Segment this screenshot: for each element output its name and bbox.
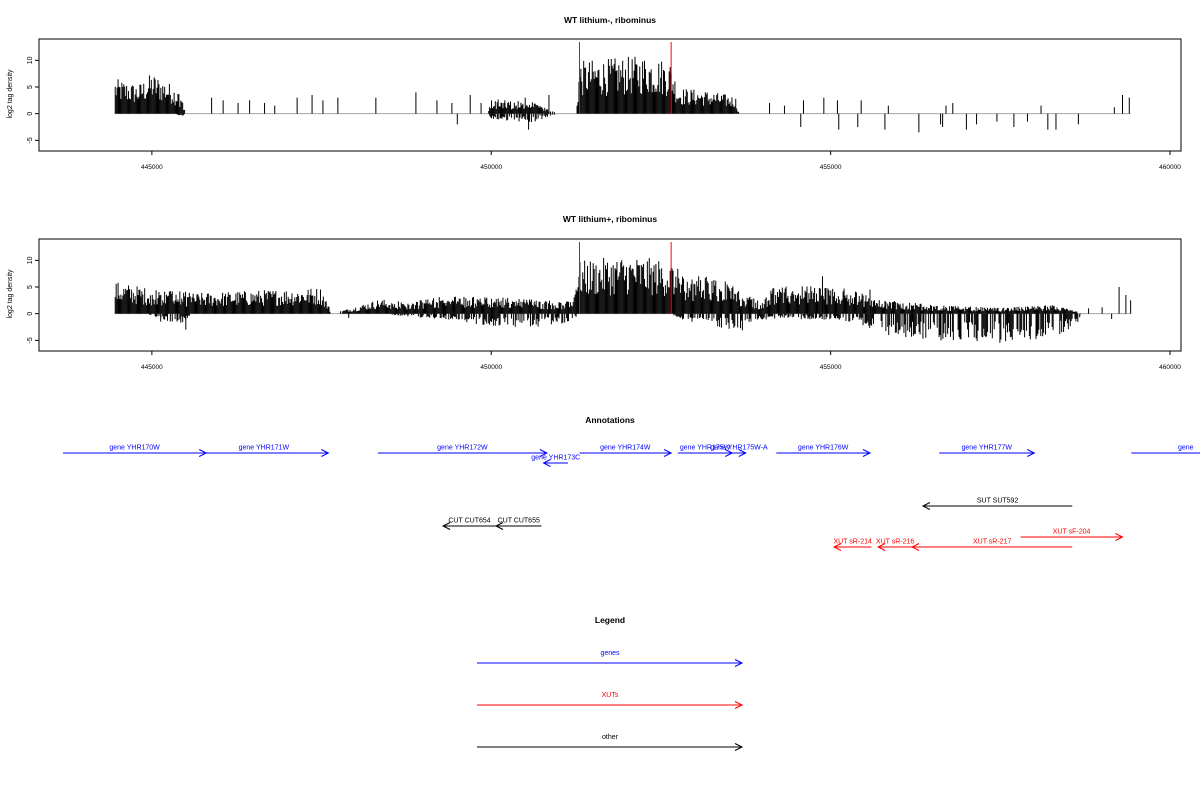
annotations-title: Annotations — [585, 415, 635, 425]
x-tick-label: 455000 — [820, 364, 842, 371]
annotation-label: XUT sR-216 — [876, 539, 914, 546]
legend-label: other — [602, 734, 619, 741]
annotation-label: gene YHR174W — [600, 445, 651, 452]
panel-2-y-ticks: -5 0 5 10 — [27, 256, 39, 343]
annotation-arrowhead — [910, 543, 920, 551]
annotation-label: gene — [1178, 445, 1194, 452]
annotation-arrowhead — [1027, 449, 1036, 457]
y-tick-label: -5 — [27, 337, 34, 343]
annotation-arrowhead — [539, 449, 549, 457]
annotation-arrowhead — [542, 459, 551, 467]
legend-arrowhead — [734, 659, 744, 667]
panel-1-ylabel: log2 tag density — [7, 69, 14, 119]
panel-lithium-minus: WT lithium-, ribominus log2 tag density … — [7, 15, 1182, 171]
y-tick-label: -5 — [27, 137, 34, 143]
panel-2-frame — [38, 238, 1182, 352]
x-tick-label: 450000 — [480, 364, 502, 371]
annotation-label: gene YHR176W — [798, 445, 849, 452]
panel-2-plot-area — [114, 242, 1132, 343]
legend-arrowhead — [734, 743, 744, 751]
legend-title: Legend — [595, 615, 625, 625]
legend-label: genes — [600, 650, 620, 657]
legend-label: XUTs — [602, 692, 619, 699]
annotation-arrowhead — [921, 502, 931, 510]
annotation-label: CUT CUT654 — [448, 518, 490, 525]
annotation-arrowhead — [738, 449, 747, 457]
y-tick-label: 10 — [27, 256, 34, 264]
annotation-label: gene YHR177W — [962, 445, 1013, 452]
y-tick-label: 5 — [27, 85, 34, 89]
panel-1-frame — [38, 38, 1182, 152]
y-tick-label: 5 — [27, 285, 34, 289]
annotation-arrowhead — [832, 543, 842, 551]
annotation-label: CUT CUT655 — [498, 518, 540, 525]
panel-1-title: WT lithium-, ribominus — [564, 15, 656, 25]
annotation-arrowhead — [321, 449, 330, 457]
annotation-label: XUT sF-204 — [1053, 529, 1091, 536]
annotation-arrowhead — [1115, 533, 1124, 541]
panel-2-ylabel: log2 tag density — [7, 269, 14, 319]
annotation-arrowhead — [441, 522, 451, 530]
annotation-label: XUT sR-217 — [973, 539, 1011, 546]
annotation-label: SUT SUT592 — [977, 498, 1019, 505]
panel-2-title: WT lithium+, ribominus — [563, 214, 657, 224]
panel-1-y-ticks: -5 0 5 10 — [27, 56, 39, 143]
annotation-arrowhead — [877, 543, 886, 551]
annotation-label: gene YHR173C — [531, 455, 580, 462]
annotation-label: gene YHR175W-A — [710, 445, 768, 452]
annotation-label: XUT sR-214 — [833, 539, 871, 546]
x-tick-label: 445000 — [141, 364, 163, 371]
legend-items: genes XUTs other — [477, 650, 744, 751]
annotation-label: gene YHR170W — [109, 445, 160, 452]
legend-panel: Legend genes XUTs other — [477, 615, 744, 751]
x-tick-label: 460000 — [1159, 164, 1181, 171]
y-tick-label: 0 — [27, 312, 34, 316]
annotation-label: gene YHR175W — [680, 445, 731, 452]
panel-2-x-ticks: 445000 450000 455000 460000 — [141, 351, 1181, 371]
annotation-label: gene YHR171W — [239, 445, 290, 452]
x-tick-label: 460000 — [1159, 364, 1181, 371]
panel-1-x-ticks: 445000 450000 455000 460000 — [141, 151, 1181, 171]
panel-lithium-plus: WT lithium+, ribominus log2 tag density … — [7, 214, 1182, 371]
panel-1-plot-area — [114, 42, 1131, 133]
annotations-panel: Annotations gene YHR170W gene YHR171W gene… — [62, 415, 1200, 551]
x-tick-label: 445000 — [141, 164, 163, 171]
annotation-arrowhead — [494, 522, 504, 530]
annotation-tracks: gene YHR170W gene YHR171W gene YHR172W gene… — [62, 445, 1200, 551]
annotation-arrowhead — [663, 449, 673, 457]
annotation-label: gene YHR172W — [437, 445, 488, 452]
legend-arrowhead — [734, 701, 744, 709]
x-tick-label: 455000 — [820, 164, 842, 171]
y-tick-label: 0 — [27, 112, 34, 116]
x-tick-label: 450000 — [480, 164, 502, 171]
annotation-arrowhead — [862, 449, 872, 457]
y-tick-label: 10 — [27, 56, 34, 64]
